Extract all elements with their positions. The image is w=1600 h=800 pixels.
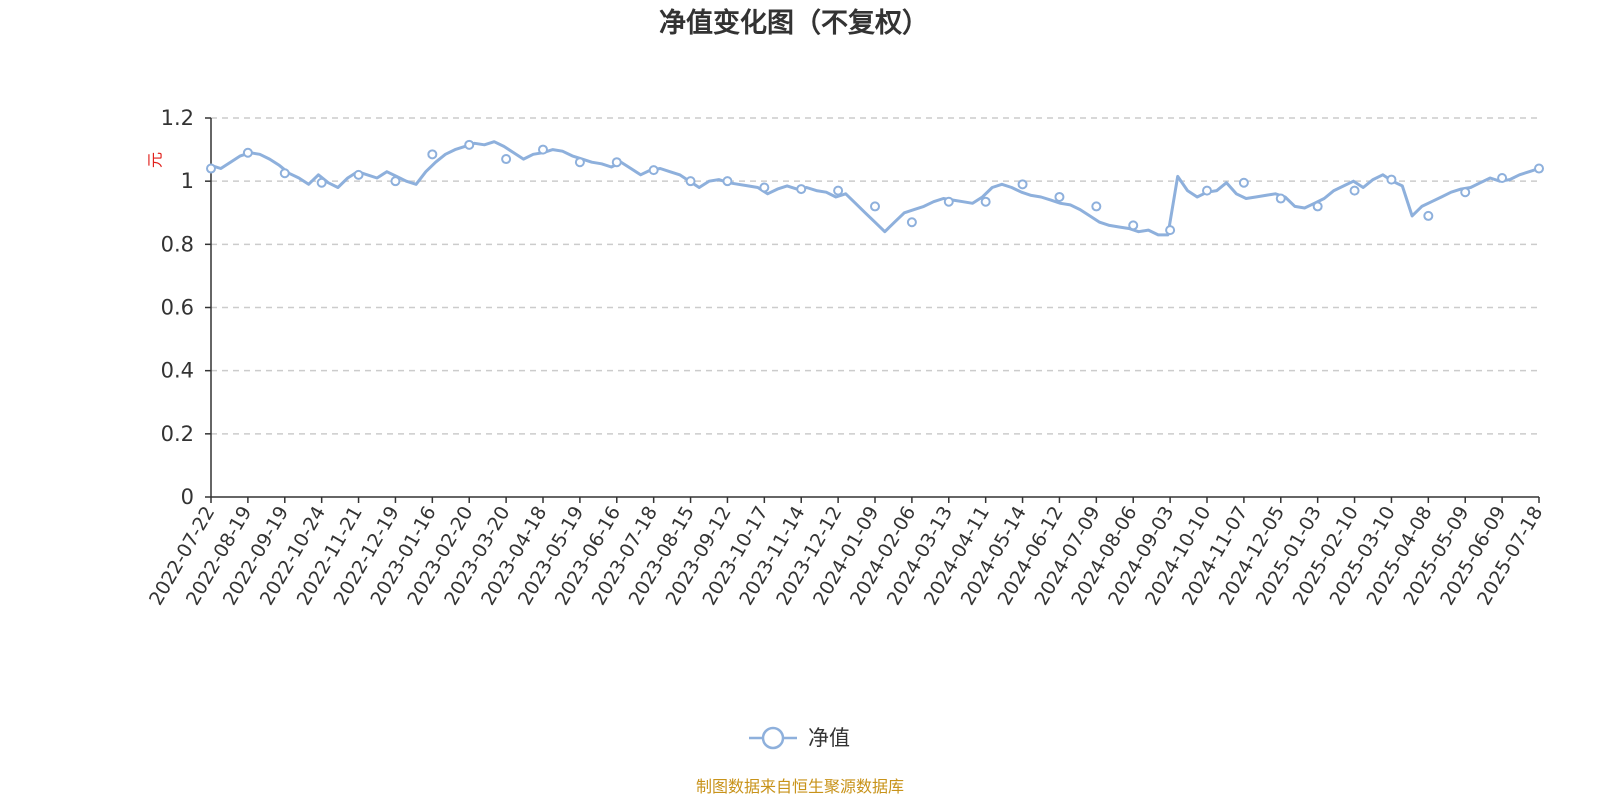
y-tick-label: 0.6	[161, 296, 194, 320]
data-point[interactable]	[1423, 210, 1434, 221]
data-point[interactable]	[538, 144, 548, 155]
y-tick-label: 1	[181, 169, 194, 193]
data-point[interactable]	[943, 196, 954, 207]
data-point[interactable]	[1091, 201, 1102, 212]
data-point[interactable]	[722, 176, 733, 187]
data-point[interactable]	[1165, 225, 1176, 236]
data-point[interactable]	[611, 157, 622, 168]
data-point[interactable]	[1054, 191, 1065, 202]
data-point[interactable]	[1460, 187, 1471, 198]
data-point[interactable]	[1497, 173, 1508, 184]
data-point[interactable]	[1017, 179, 1028, 190]
grid-lines	[211, 117, 1539, 435]
data-point[interactable]	[980, 196, 991, 207]
source-note: 制图数据来自恒生聚源数据库	[696, 777, 904, 796]
data-point[interactable]	[353, 169, 364, 180]
data-point[interactable]	[464, 139, 475, 150]
data-point[interactable]	[796, 184, 807, 195]
y-tick-label: 0.4	[161, 359, 194, 383]
y-tick-label: 0	[181, 485, 194, 509]
data-point[interactable]	[316, 177, 327, 188]
data-point[interactable]	[870, 201, 880, 212]
chart-title: 净值变化图（不复权）	[659, 7, 929, 39]
data-point[interactable]	[685, 176, 696, 187]
data-point[interactable]	[1238, 177, 1249, 188]
legend[interactable]: 净值	[749, 726, 850, 750]
data-point[interactable]	[906, 217, 917, 228]
y-tick-label: 0.8	[161, 232, 194, 256]
data-point[interactable]	[1386, 174, 1397, 185]
data-point[interactable]	[242, 147, 253, 158]
data-point[interactable]	[759, 182, 770, 193]
y-axis-label: 元	[146, 152, 165, 168]
y-tick-label: 0.2	[161, 422, 194, 446]
data-point[interactable]	[1202, 185, 1212, 196]
data-point[interactable]	[279, 168, 290, 179]
y-ticks: 0 0.2 0.4 0.6 0.8 1 1.2	[161, 106, 211, 509]
y-tick-label: 1.2	[161, 106, 194, 130]
data-point[interactable]	[833, 185, 844, 196]
data-point[interactable]	[427, 149, 438, 160]
series-line-nav	[210, 140, 1540, 237]
data-point[interactable]	[1312, 201, 1323, 212]
series-markers	[206, 139, 1544, 236]
data-point[interactable]	[1275, 193, 1286, 204]
data-point[interactable]	[390, 176, 401, 187]
data-point[interactable]	[501, 154, 512, 165]
data-point[interactable]	[648, 165, 659, 176]
data-point[interactable]	[1128, 220, 1139, 231]
data-point[interactable]	[206, 163, 216, 174]
data-point[interactable]	[574, 157, 585, 168]
x-ticks: 2022-07-222022-08-192022-09-192022-10-24…	[145, 497, 1547, 609]
data-point[interactable]	[1349, 185, 1360, 196]
legend-circle-icon	[761, 726, 785, 750]
data-point[interactable]	[1534, 163, 1544, 174]
legend-label: 净值	[808, 726, 850, 750]
